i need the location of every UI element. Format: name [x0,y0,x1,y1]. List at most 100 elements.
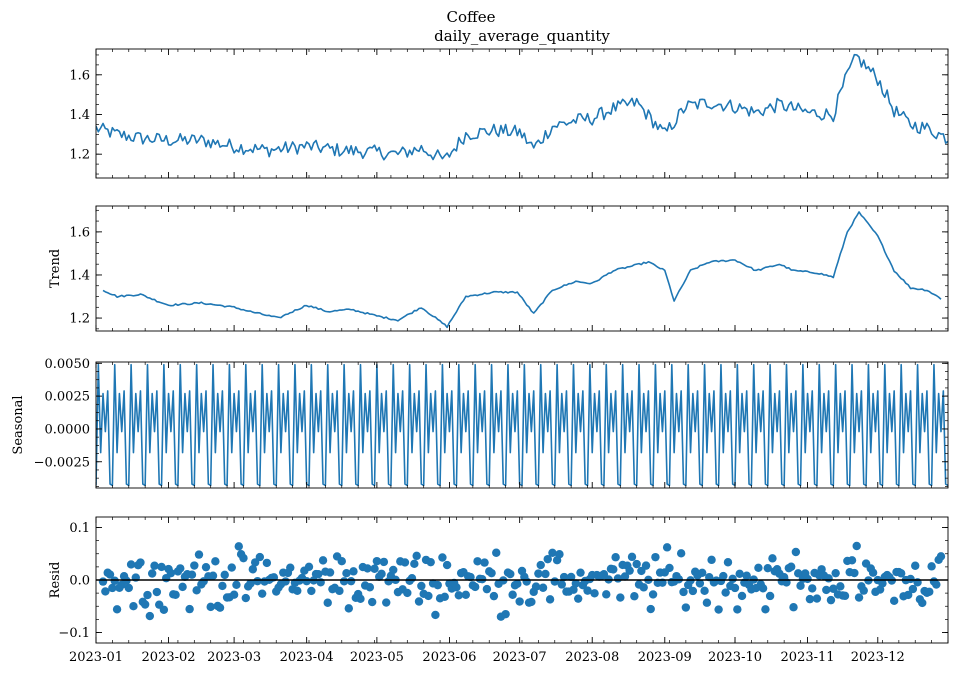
resid-point [412,551,421,561]
resid-point [171,590,180,600]
resid-point [719,571,728,581]
resid-point [344,604,353,613]
resid-point [442,560,452,570]
resid-point [365,583,375,592]
resid-point [281,577,290,586]
resid-point [768,554,777,563]
x-tick-label: 2023-12 [851,650,905,665]
resid-point [721,588,730,597]
x-tick-label: 2023-03 [207,650,261,665]
y-axis-label: Resid [48,562,63,599]
resid-point [548,548,557,557]
resid-point [473,557,482,566]
resid-point [487,568,496,578]
resid-point [424,591,433,601]
resid-point [620,572,630,581]
resid-point [323,598,332,607]
resid-point [850,568,859,578]
resid-point [651,552,660,562]
resid-point [714,605,723,614]
resid-point [431,610,440,620]
resid-point [918,598,927,608]
axes-frame [95,205,949,332]
resid-point [812,594,822,603]
resid-point [868,568,878,577]
resid-point [105,570,115,579]
resid-point [702,598,712,607]
resid-point [356,594,365,604]
panel-1: 1.2 1.4 1.6 Trend [48,205,949,332]
resid-point [414,597,424,606]
resid-point [737,591,747,601]
resid-point [241,593,250,603]
resid-point [786,562,796,571]
resid-point [227,563,236,572]
resid-point [325,568,335,577]
resid-point [758,584,768,593]
y-tick-label: 1.6 [69,68,90,83]
resid-point [829,584,838,593]
panel-2: −0.0025 0.0000 0.0025 0.0050 Seasonal [11,357,949,489]
resid-point [936,552,946,561]
resid-point [543,554,552,564]
resid-point [826,595,836,605]
resid-point [733,605,742,614]
resid-point [534,569,543,578]
resid-point [573,594,583,603]
x-tick-label: 2023-06 [422,650,476,665]
resid-point [545,595,555,604]
resid-point [178,582,187,592]
resid-point [461,590,471,599]
resid-point [140,600,150,609]
resid-point [927,562,936,571]
resid-point [911,561,920,570]
x-tick-label: 2023-01 [69,650,123,665]
plot-area-3 [98,541,946,621]
resid-point [555,550,564,559]
resid-point [676,549,686,558]
resid-point [337,557,346,566]
resid-point [208,571,218,580]
resid-point [108,583,117,593]
resid-point [501,609,510,619]
resid-point [831,568,840,578]
resid-point [754,563,763,573]
resid-point [840,591,850,601]
resid-point [229,590,239,599]
resid-point [286,563,295,572]
resid-point [590,589,599,598]
resid-point [576,568,585,577]
resid-point [854,593,864,602]
resid-point [410,559,419,569]
resid-point [632,559,641,569]
resid-point [569,585,578,594]
resid-point [932,580,941,589]
resid-point [470,582,480,592]
resid-point [454,591,463,600]
resid-point [906,574,915,584]
resid-point [641,561,651,570]
resid-point [571,579,581,588]
resid-point [730,583,740,593]
resid-point [314,569,323,579]
resid-point [206,602,215,612]
resid-point [98,577,108,586]
panel-title: daily_average_quantity [434,27,610,45]
plot-area-0 [96,53,948,161]
resid-point [728,574,737,584]
y-tick-label: 0.0000 [45,422,91,437]
resid-point [583,586,592,595]
y-tick-label: 0.0 [69,574,90,589]
resid-point [531,582,541,591]
x-tick-label: 2023-09 [638,650,692,665]
resid-point [859,586,868,595]
resid-point [513,579,522,589]
resid-point [372,556,382,566]
x-tick-label: 2023-08 [565,650,619,665]
resid-point [611,553,620,562]
panel-3: −0.1 0.0 0.1 Resid 2023-01 2023-02 2023-03 2023… [48,516,949,665]
resid-point [480,558,489,567]
resid-point [440,592,449,601]
resid-point [185,604,194,614]
resid-point [370,564,379,573]
